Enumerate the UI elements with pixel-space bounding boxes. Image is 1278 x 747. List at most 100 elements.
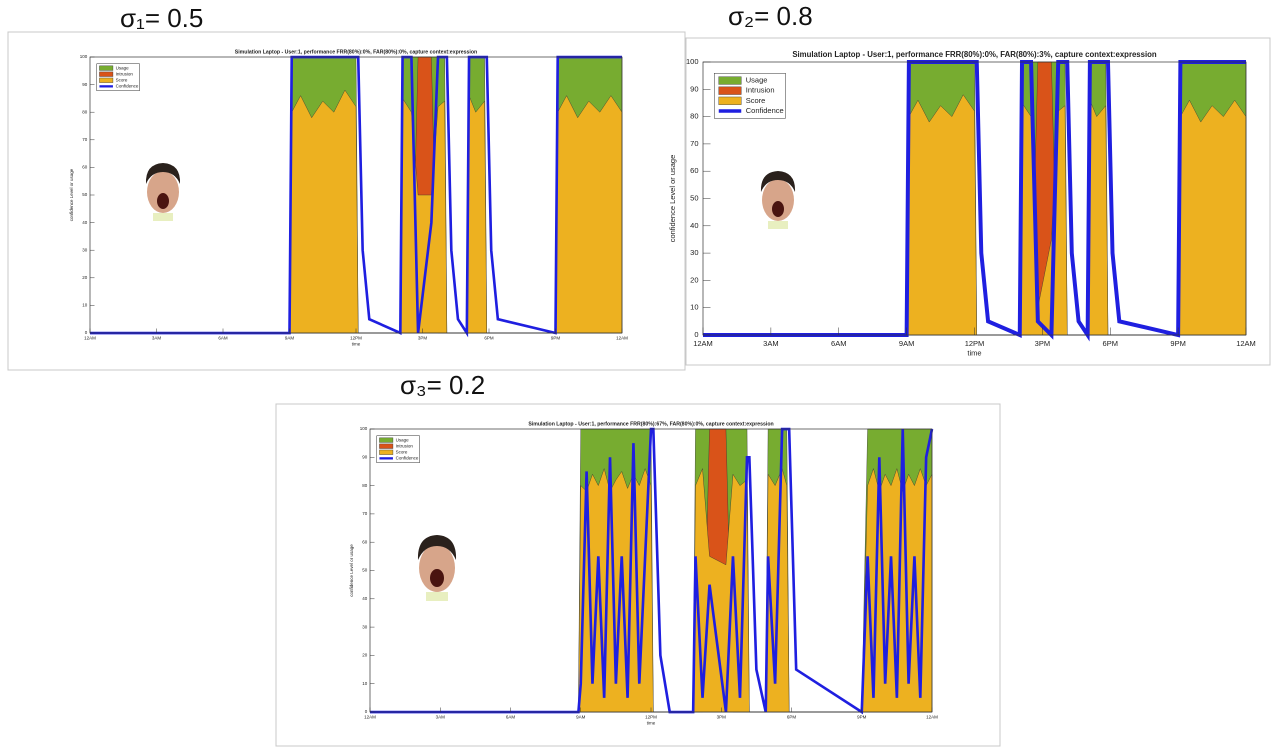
x-tick-label: 9PM: [551, 336, 561, 341]
panel-label: σ₃= 0.2: [400, 370, 485, 400]
y-tick-label: 30: [82, 247, 88, 252]
y-tick-label: 20: [82, 275, 88, 280]
legend-label: Score: [746, 96, 766, 105]
y-tick-label: 100: [360, 426, 368, 431]
x-tick-label: 12AM: [84, 336, 96, 341]
legend-label: Usage: [746, 76, 768, 85]
y-tick-label: 70: [690, 139, 698, 148]
x-tick-label: 3AM: [436, 715, 446, 720]
x-tick-label: 12AM: [1236, 339, 1256, 348]
y-tick-label: 100: [80, 54, 88, 59]
y-tick-label: 30: [362, 624, 368, 629]
legend-label: Intrusion: [116, 71, 134, 76]
x-tick-label: 6PM: [1103, 339, 1118, 348]
y-tick-label: 70: [82, 137, 88, 142]
x-tick-label: 9AM: [285, 336, 295, 341]
y-tick-label: 40: [82, 220, 88, 225]
panel-frame: [275, 403, 1001, 747]
x-tick-label: 12PM: [645, 715, 657, 720]
x-tick-label: 3PM: [1035, 339, 1050, 348]
legend-label: Confidence: [116, 84, 139, 89]
legend-swatch: [379, 449, 394, 455]
legend-swatch: [379, 443, 394, 449]
legend-label: Score: [116, 77, 128, 82]
face-photo: [413, 530, 463, 602]
x-axis-label: time: [967, 349, 981, 358]
x-tick-label: 9AM: [899, 339, 914, 348]
x-tick-label: 12AM: [616, 336, 628, 341]
x-tick-label: 6AM: [218, 336, 228, 341]
x-axis-label: time: [352, 341, 361, 346]
face-photo: [756, 166, 802, 230]
y-tick-label: 90: [82, 82, 88, 87]
y-tick-label: 40: [362, 596, 368, 601]
y-tick-label: 10: [690, 303, 698, 312]
y-tick-label: 30: [690, 248, 698, 257]
x-tick-label: 9AM: [576, 715, 586, 720]
y-tick-label: 70: [362, 511, 368, 516]
y-tick-label: 80: [690, 112, 698, 121]
legend-swatch: [379, 437, 394, 443]
legend-swatch: [718, 86, 742, 95]
y-tick-label: 20: [362, 653, 368, 658]
chart: 0 10 20 30 40 50 60 70 80 90 100 12AM 3AM 6AM 9AM 12PM 3…: [349, 422, 938, 726]
x-tick-label: 9PM: [1170, 339, 1185, 348]
y-tick-label: 60: [362, 539, 368, 544]
legend-label: Score: [396, 449, 408, 454]
y-tick-label: 80: [362, 483, 368, 488]
legend-swatch: [99, 65, 114, 71]
panel-frame: [685, 37, 1271, 366]
y-tick-label: 80: [82, 109, 88, 114]
legend-label: Usage: [116, 65, 130, 70]
y-tick-label: 40: [690, 221, 698, 230]
y-axis-label: confidence Level or usage: [69, 168, 74, 221]
x-tick-label: 6PM: [484, 336, 494, 341]
x-tick-label: 12AM: [926, 715, 938, 720]
x-tick-label: 12PM: [965, 339, 985, 348]
face-photo: [141, 158, 187, 222]
y-tick-label: 90: [362, 454, 368, 459]
y-tick-label: 0: [85, 330, 88, 335]
legend-swatch: [718, 76, 742, 85]
chart-title: Simulation Laptop - User:1, performance …: [235, 50, 477, 56]
y-tick-label: 100: [686, 57, 699, 66]
legend-label: Confidence: [396, 456, 419, 461]
y-tick-label: 10: [362, 681, 368, 686]
y-tick-label: 60: [82, 165, 88, 170]
x-tick-label: 12AM: [364, 715, 376, 720]
panel-label: σ₁= 0.5: [120, 3, 203, 33]
x-tick-label: 9PM: [857, 715, 867, 720]
legend-swatch: [99, 71, 114, 77]
panel-label: σ₂= 0.8: [728, 1, 813, 31]
y-tick-label: 10: [82, 303, 88, 308]
area: [370, 467, 933, 713]
chart-title: Simulation Laptop - User:1, performance …: [528, 422, 773, 428]
chart-title: Simulation Laptop - User:1, performance …: [792, 50, 1157, 59]
legend-label: Intrusion: [396, 443, 414, 448]
x-tick-label: 6PM: [787, 715, 797, 720]
y-tick-label: 60: [690, 166, 698, 175]
x-tick-label: 3PM: [717, 715, 727, 720]
x-tick-label: 3PM: [418, 336, 428, 341]
y-tick-label: 20: [690, 275, 698, 284]
y-tick-label: 50: [690, 193, 698, 202]
legend-label: Intrusion: [746, 86, 775, 95]
y-tick-label: 50: [362, 568, 368, 573]
x-tick-label: 3AM: [763, 339, 778, 348]
legend-swatch: [99, 77, 114, 83]
legend-label: Usage: [396, 437, 410, 442]
y-axis-label: confidence Level or usage: [349, 544, 354, 597]
legend-label: Confidence: [746, 106, 784, 115]
y-tick-label: 0: [694, 330, 698, 339]
y-axis-label: confidence Level or usage: [668, 155, 677, 243]
x-tick-label: 3AM: [152, 336, 162, 341]
legend-swatch: [718, 96, 742, 105]
x-tick-label: 6AM: [506, 715, 516, 720]
panel-frame: [7, 31, 686, 371]
x-tick-label: 12AM: [693, 339, 713, 348]
y-tick-label: 90: [690, 84, 698, 93]
confidence-line: [370, 427, 934, 715]
x-axis-label: time: [647, 720, 656, 725]
y-tick-label: 50: [82, 192, 88, 197]
